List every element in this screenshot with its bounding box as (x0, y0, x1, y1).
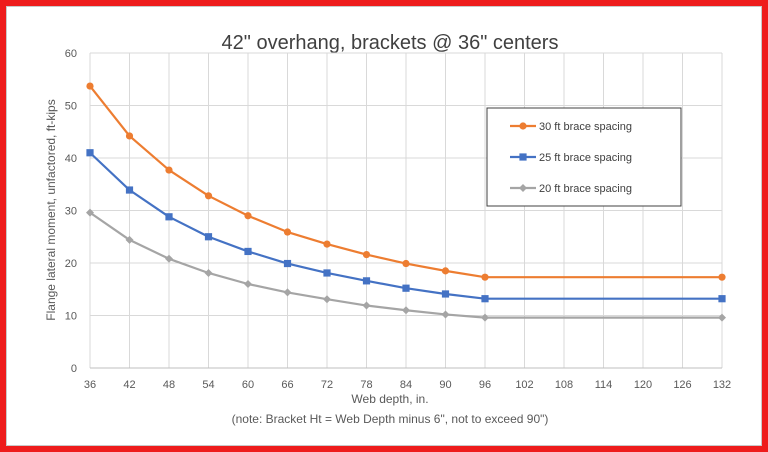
data-point (125, 132, 134, 140)
x-axis-title: Web depth, in. (351, 392, 428, 406)
x-tick-label: 90 (439, 379, 451, 391)
legend-label: 20 ft brace spacing (539, 183, 632, 195)
x-tick-label: 78 (360, 379, 372, 391)
x-tick-label: 96 (479, 379, 491, 391)
data-point (165, 166, 173, 174)
x-tick-label: 84 (400, 379, 412, 391)
data-point (323, 240, 331, 248)
y-tick-label: 50 (65, 101, 77, 113)
data-point (481, 313, 489, 322)
x-tick-label: 102 (515, 379, 533, 391)
series-line (89, 151, 722, 300)
y-tick-label: 20 (65, 258, 77, 270)
data-point (86, 82, 94, 90)
x-tick-label: 66 (281, 379, 293, 391)
y-axis-title: Flange lateral moment, unfactored, ft-ki… (44, 99, 58, 320)
data-point (244, 212, 252, 220)
y-tick-label: 60 (65, 48, 77, 60)
legend-marker (519, 184, 527, 192)
data-point (86, 149, 94, 157)
data-point (362, 301, 371, 310)
data-point (125, 235, 134, 244)
data-point (283, 288, 292, 297)
data-point (283, 259, 292, 268)
x-tick-label: 126 (673, 379, 691, 391)
data-point (402, 306, 410, 315)
chart-note: (note: Bracket Ht = Web Depth minus 6", … (232, 412, 549, 426)
data-point (441, 310, 450, 319)
data-point (204, 268, 213, 277)
data-point (718, 295, 726, 303)
data-point (362, 251, 371, 259)
data-point (441, 290, 450, 298)
data-point (718, 313, 726, 322)
y-tick-label: 40 (65, 153, 77, 165)
legend-label: 25 ft brace spacing (539, 152, 632, 164)
data-point (481, 273, 489, 281)
y-tick-label: 10 (65, 311, 77, 323)
y-tick-label: 0 (71, 363, 77, 375)
grid (89, 52, 723, 369)
legend: 30 ft brace spacing 25 ft brace spacing 20… (486, 107, 682, 207)
data-point (283, 228, 292, 236)
x-tick-label: 36 (84, 379, 96, 391)
x-tick-label: 114 (595, 379, 613, 391)
x-tick-label: 48 (163, 379, 175, 391)
data-point (165, 213, 173, 221)
data-point (165, 254, 173, 263)
x-tick-label: 108 (555, 379, 573, 391)
data-point (402, 259, 410, 268)
y-axis-ticks: 0 10 20 30 40 50 60 (65, 48, 77, 375)
legend-label: 30 ft brace spacing (539, 121, 632, 133)
data-point (244, 280, 252, 288)
data-point (481, 295, 489, 303)
data-point (718, 273, 726, 281)
series-line (89, 85, 722, 279)
legend-marker (519, 122, 527, 130)
x-tick-label: 120 (634, 379, 652, 391)
data-point (323, 295, 331, 304)
chart-title: 42" overhang, brackets @ 36" centers (222, 32, 559, 54)
series-group (86, 82, 726, 322)
data-point (402, 284, 410, 292)
data-point (204, 192, 213, 200)
data-point (86, 208, 94, 217)
y-tick-label: 30 (65, 206, 77, 218)
data-point (204, 233, 213, 241)
series-line (89, 211, 722, 319)
data-point (244, 247, 252, 256)
x-tick-label: 54 (202, 379, 214, 391)
legend-marker (519, 153, 527, 161)
x-tick-label: 60 (242, 379, 254, 391)
chart-area (6, 6, 762, 446)
x-tick-label: 72 (321, 379, 333, 391)
x-axis-ticks: 36 42 48 54 60 66 72 78 84 90 96 102 108 114 120 126 132 (84, 379, 731, 391)
data-point (125, 186, 134, 194)
x-tick-label: 132 (713, 379, 731, 391)
data-point (323, 269, 331, 277)
data-point (441, 267, 450, 275)
x-tick-label: 42 (123, 379, 135, 391)
data-point (362, 277, 371, 285)
